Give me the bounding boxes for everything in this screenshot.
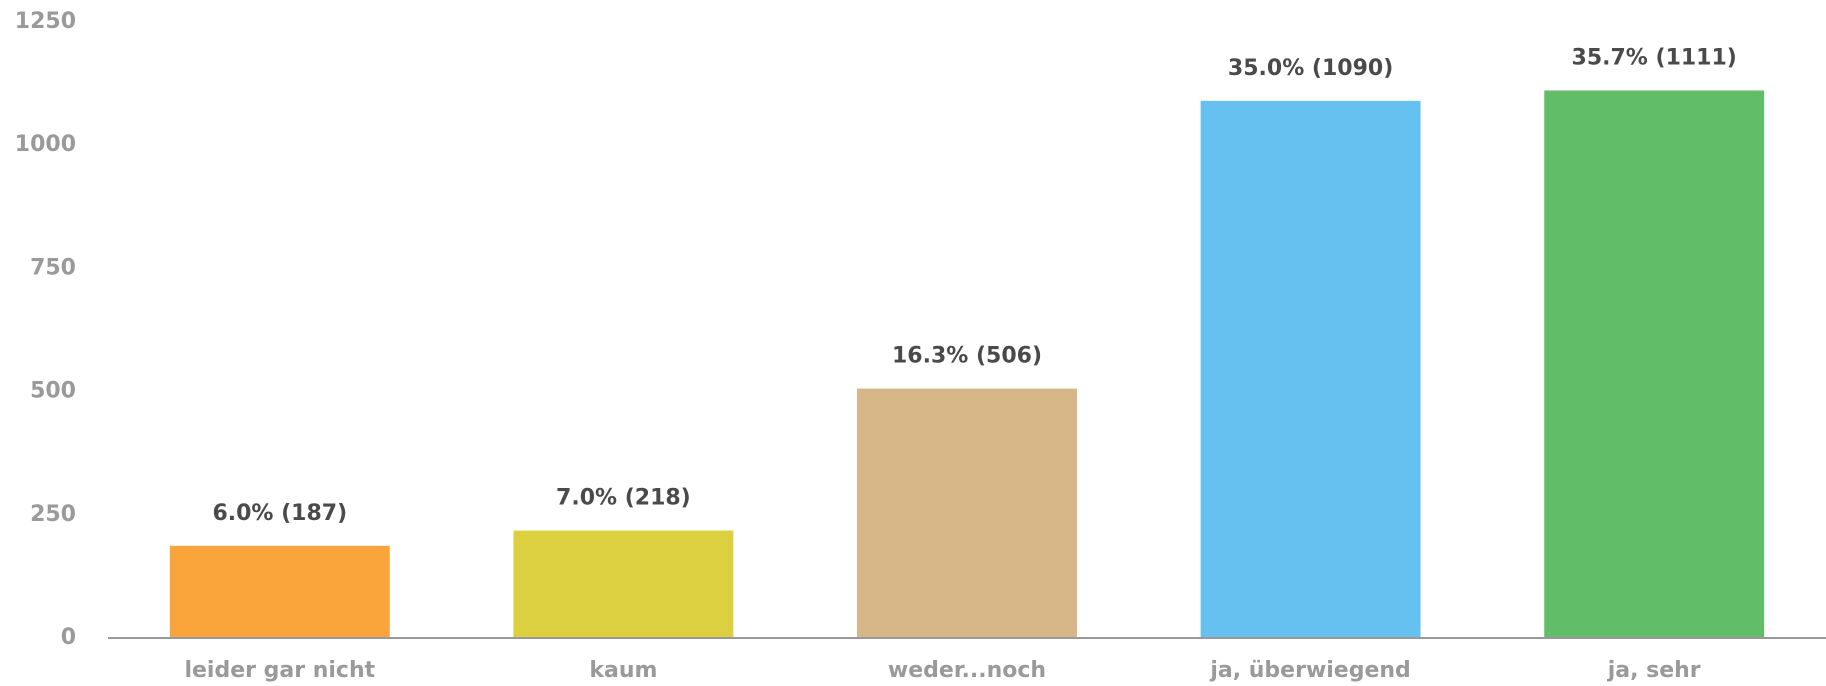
data-label: 16.3% (506) — [892, 344, 1042, 369]
y-tick-label: 250 — [30, 502, 76, 527]
x-tick-label: weder...noch — [888, 658, 1046, 683]
y-tick-label: 0 — [61, 625, 76, 650]
y-tick-label: 1000 — [15, 132, 76, 157]
data-label: 35.0% (1090) — [1228, 56, 1393, 81]
bar — [1544, 90, 1765, 638]
x-tick-label: leider gar nicht — [184, 658, 375, 683]
x-tick-label: ja, überwiegend — [1209, 658, 1410, 683]
data-label: 6.0% (187) — [212, 501, 347, 526]
x-tick-label: kaum — [589, 658, 657, 683]
bar — [169, 545, 390, 638]
x-tick-label: ja, sehr — [1607, 658, 1701, 683]
data-label: 7.0% (218) — [556, 486, 691, 511]
y-tick-label: 750 — [30, 255, 76, 280]
bar — [1200, 100, 1421, 638]
y-tick-label: 1250 — [15, 9, 76, 34]
bar — [513, 530, 734, 638]
y-tick-label: 500 — [30, 379, 76, 404]
data-label: 35.7% (1111) — [1572, 45, 1737, 70]
bar — [857, 388, 1077, 638]
